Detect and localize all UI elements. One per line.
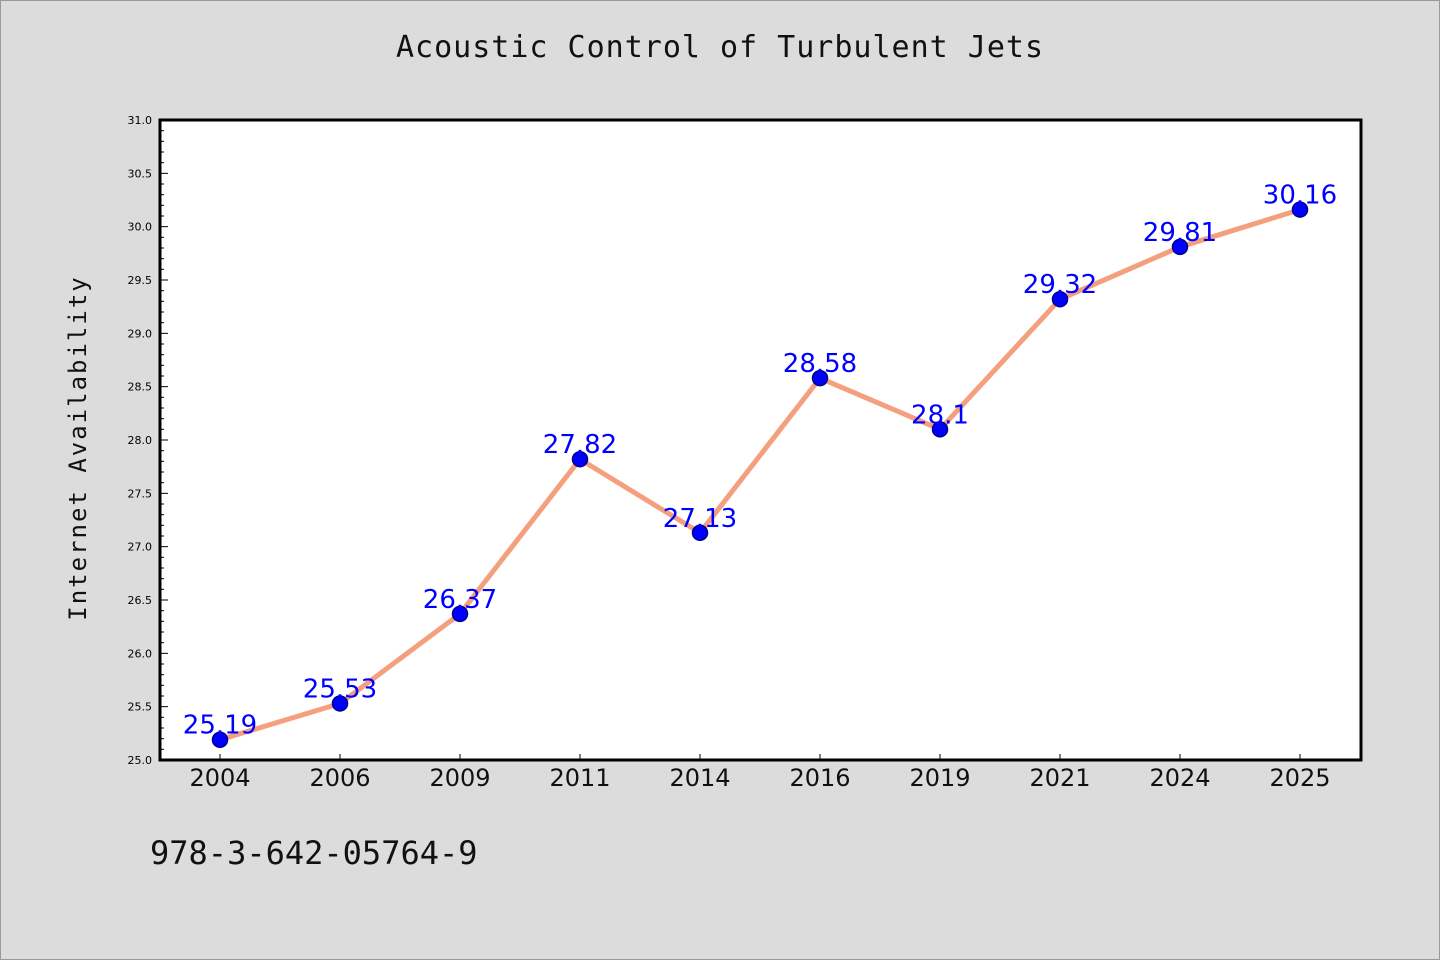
- data-markers: [211, 201, 1309, 748]
- data-label: 30.16: [1263, 181, 1337, 211]
- chart-title: Acoustic Control of Turbulent Jets: [395, 30, 1045, 65]
- data-label: 28.1: [911, 400, 969, 430]
- y-tick-label: 27.0: [128, 541, 153, 554]
- x-axis: 2004 2006 2009 2011 2014 2016 2019 2021 2024 2025: [189, 754, 1331, 792]
- y-tick-label: 27.5: [128, 487, 153, 500]
- data-label: 29.32: [1023, 270, 1097, 300]
- plot-area: [158, 118, 1363, 762]
- data-point: [331, 695, 349, 712]
- x-tick-label: 2004: [189, 764, 250, 792]
- data-point: [1291, 201, 1309, 218]
- x-tick-label: 2019: [909, 764, 970, 792]
- y-tick-label: 29.0: [128, 327, 153, 340]
- data-label: 25.53: [303, 674, 377, 704]
- y-tick-label: 28.5: [128, 381, 153, 394]
- data-point: [451, 605, 469, 623]
- y-tick-label: 29.5: [128, 274, 153, 287]
- y-tick-label: 25.5: [128, 701, 153, 714]
- data-point: [931, 421, 949, 438]
- data-label: 27.82: [543, 430, 617, 460]
- data-label: 29.81: [1143, 218, 1217, 248]
- y-tick-label: 26.5: [128, 594, 153, 607]
- y-axis: 25.0 25.5 26.0 26.5 27.0 27.5 28.0 28.5 29.0 29.5…: [128, 114, 168, 767]
- y-tick-label: 30.0: [128, 221, 153, 234]
- data-point: [691, 524, 709, 542]
- x-tick-label: 2024: [1149, 764, 1210, 792]
- y-tick-label: 26.0: [128, 647, 153, 660]
- y-tick-label: 25.0: [128, 754, 153, 767]
- data-point: [1051, 290, 1069, 308]
- data-label: 25.19: [183, 711, 257, 741]
- x-tick-label: 2014: [669, 764, 730, 792]
- x-tick-label: 2016: [789, 764, 850, 792]
- series-line: [217, 207, 1303, 743]
- data-point: [211, 731, 229, 748]
- data-labels: 25.19 25.53 26.37 27.82 27.13 28.58 28.1 29.32 2…: [183, 181, 1337, 741]
- x-tick-label: 2009: [429, 764, 490, 792]
- data-point: [1171, 238, 1189, 256]
- y-tick-label: 31.0: [128, 114, 153, 127]
- isbn-footer-text: 978-3-642-05764-9: [150, 834, 478, 872]
- y-tick-label: 30.5: [128, 167, 153, 180]
- x-tick-label: 2021: [1029, 764, 1090, 792]
- data-point: [571, 450, 589, 468]
- x-tick-label: 2006: [309, 764, 370, 792]
- data-label: 27.13: [663, 504, 737, 534]
- y-tick-label: 28.0: [128, 434, 153, 447]
- x-tick-label: 2025: [1269, 764, 1330, 792]
- data-point: [811, 369, 829, 387]
- data-label: 26.37: [423, 585, 497, 615]
- data-label: 28.58: [783, 349, 857, 379]
- x-tick-label: 2011: [549, 764, 610, 792]
